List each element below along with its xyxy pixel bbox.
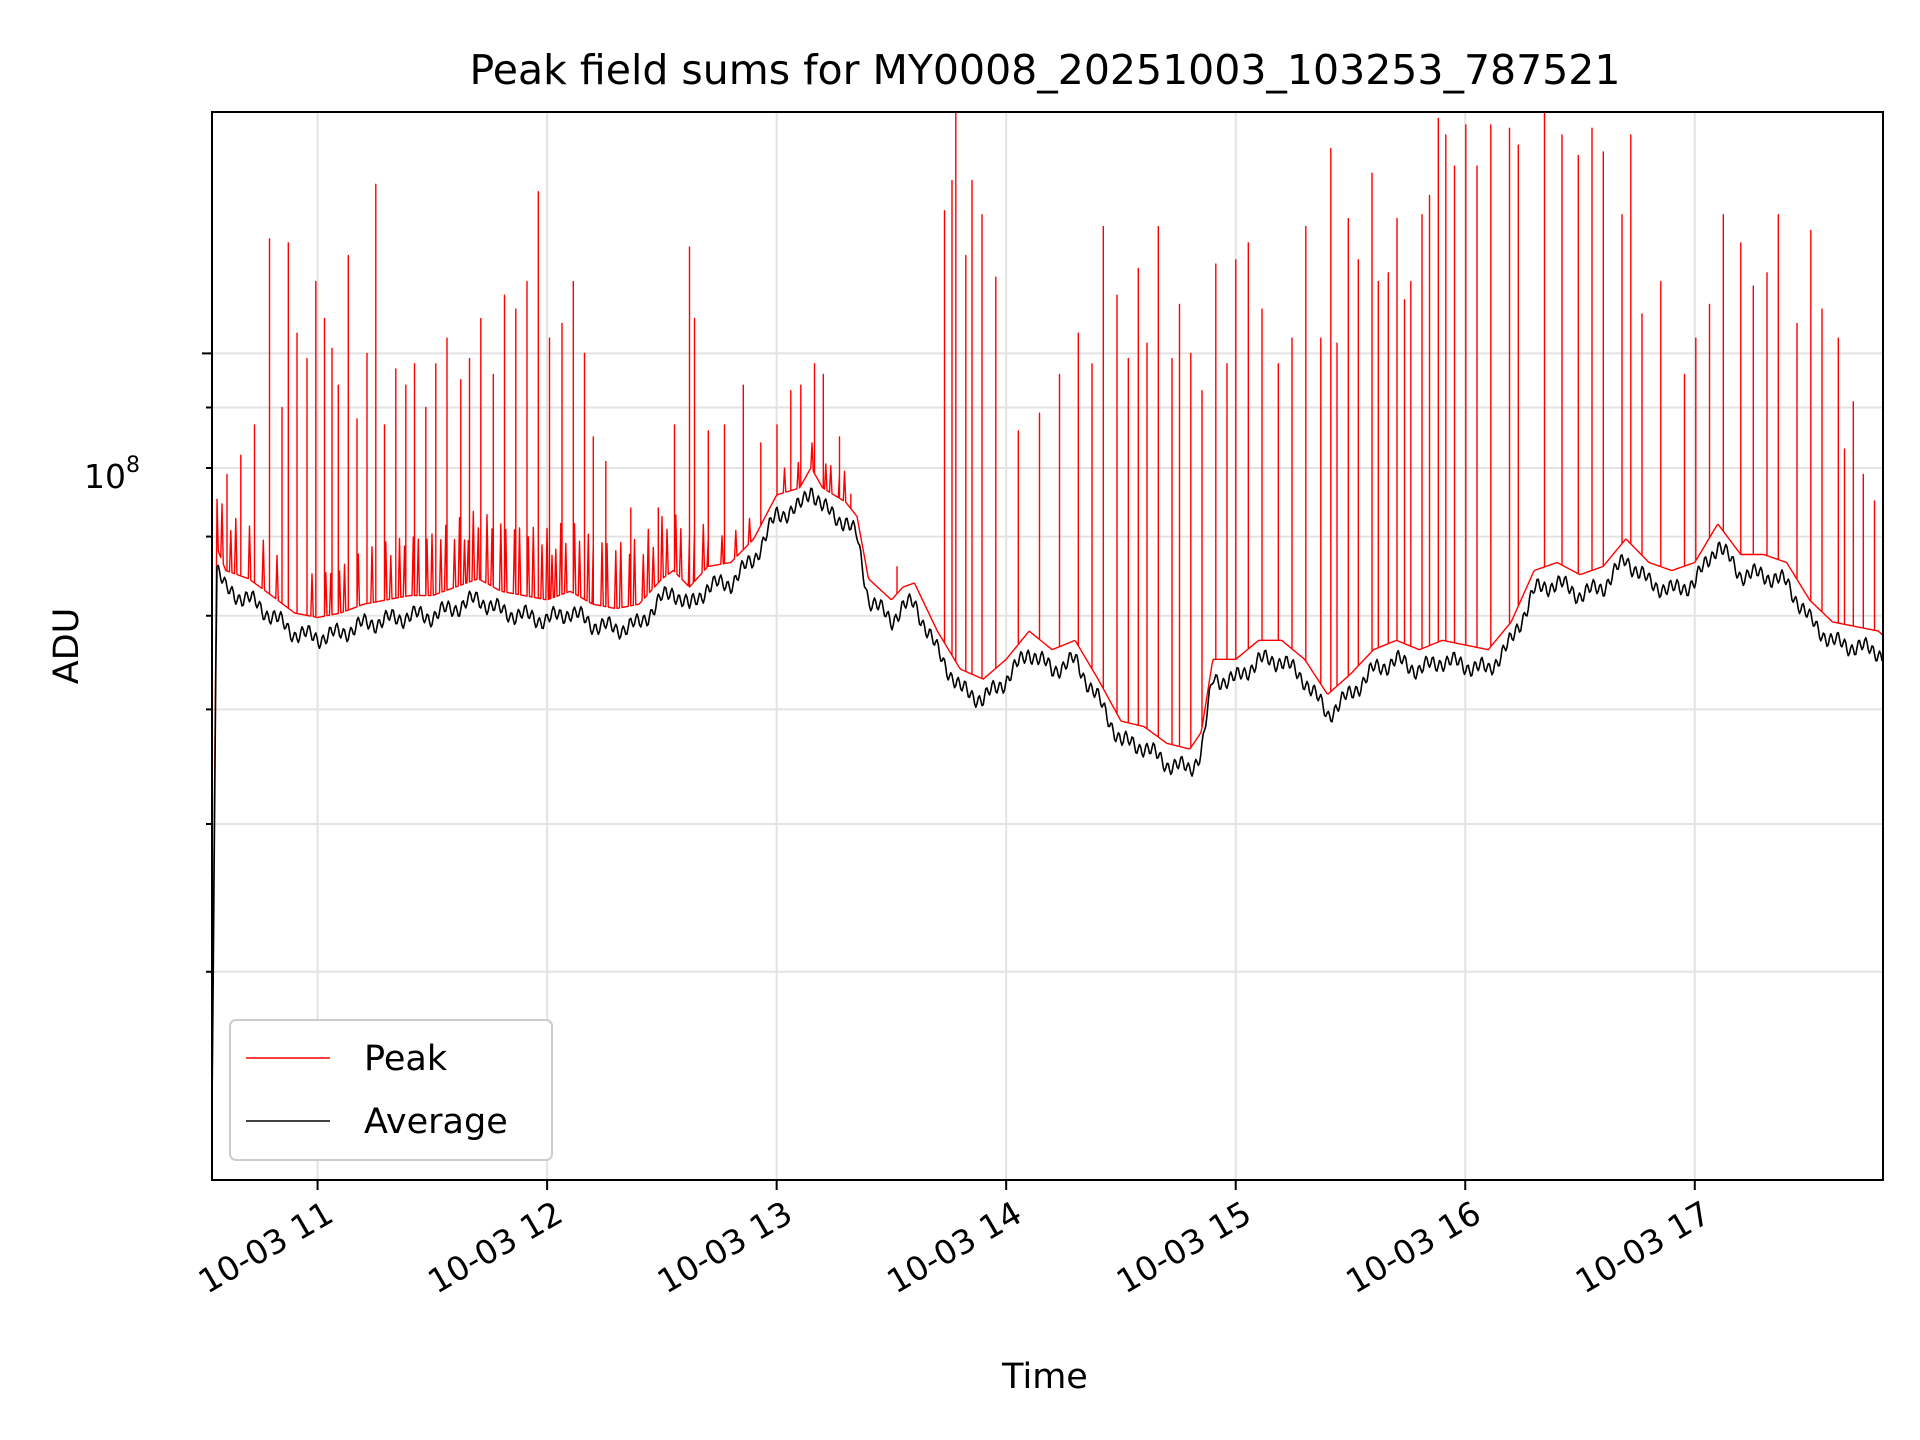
y-tick-label-1e8: 108 — [84, 453, 140, 496]
legend-box — [229, 1019, 553, 1161]
y-tick-exponent: 8 — [126, 453, 140, 478]
series-line-average — [211, 487, 1883, 1109]
plot-frame — [211, 111, 1884, 1181]
series-lines — [211, 111, 1883, 1109]
y-tick-base: 10 — [84, 457, 126, 496]
legend-label-average: Average — [364, 1102, 508, 1142]
legend: Peak Average — [229, 1019, 553, 1161]
legend-label-peak: Peak — [364, 1039, 448, 1079]
y-axis-label: ADU — [47, 608, 87, 685]
x-axis-label: Time — [1001, 1357, 1088, 1397]
series-line-peak — [211, 111, 1883, 1089]
chart-title: Peak field sums for MY0008_20251003_1032… — [470, 46, 1621, 94]
